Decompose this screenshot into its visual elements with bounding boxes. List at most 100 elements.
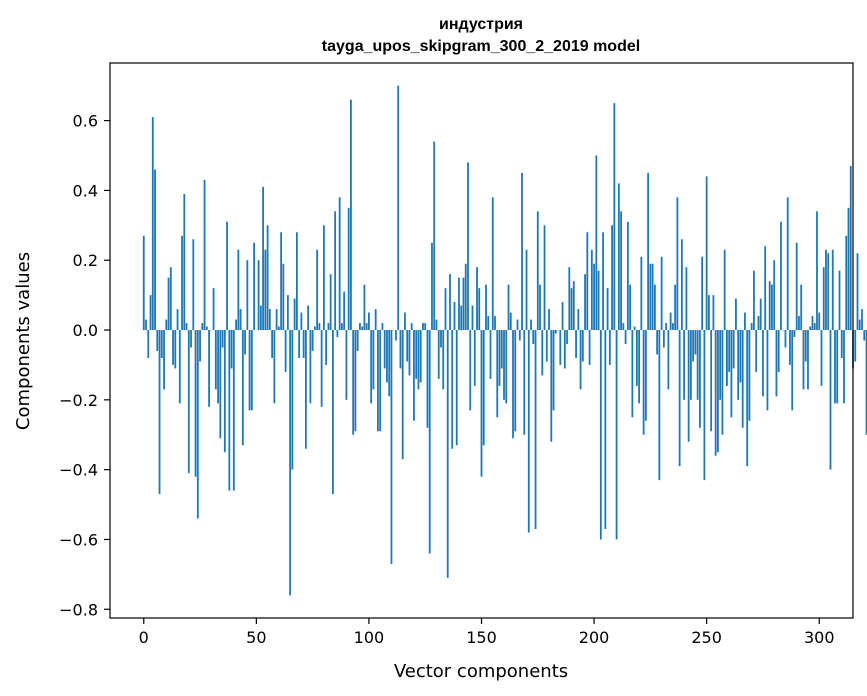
bar-14 <box>174 330 177 369</box>
bar-295 <box>807 330 809 390</box>
bar-281 <box>775 330 778 397</box>
bar-130 <box>435 319 438 331</box>
bar-138 <box>453 302 456 331</box>
y-tick-label: −0.8 <box>59 600 98 619</box>
bar-97 <box>361 326 364 331</box>
bar-224 <box>647 172 650 331</box>
bar-10 <box>165 319 168 331</box>
bar-220 <box>638 330 641 404</box>
bar-276 <box>764 246 767 331</box>
bar-303 <box>825 249 827 331</box>
bar-99 <box>365 323 368 331</box>
bar-57 <box>271 330 274 358</box>
bar-116 <box>404 312 406 331</box>
bar-247 <box>699 330 701 428</box>
bar-292 <box>800 284 803 331</box>
bar-192 <box>575 330 577 358</box>
bar-175 <box>536 211 539 331</box>
bar-107 <box>383 330 386 369</box>
bar-259 <box>726 330 728 386</box>
bar-108 <box>386 330 388 383</box>
bar-245 <box>694 330 697 355</box>
bar-1 <box>145 319 147 331</box>
bar-79 <box>320 330 323 407</box>
bar-21 <box>190 330 192 348</box>
bar-23 <box>194 330 197 477</box>
bar-165 <box>514 330 517 432</box>
bar-64 <box>286 295 289 331</box>
chart-title: индустрия <box>439 16 523 33</box>
bar-270 <box>750 323 753 331</box>
bar-162 <box>507 284 510 331</box>
bar-104 <box>377 330 379 432</box>
bar-38 <box>228 330 231 491</box>
bar-113 <box>397 85 400 331</box>
bar-275 <box>762 330 764 397</box>
bar-208 <box>611 225 613 331</box>
bar-43 <box>239 309 242 331</box>
bar-46 <box>246 260 249 331</box>
bar-269 <box>748 330 751 421</box>
bar-273 <box>757 316 760 331</box>
bar-55 <box>266 225 269 331</box>
bar-232 <box>665 323 668 331</box>
bar-265 <box>739 330 742 383</box>
bar-26 <box>201 323 204 331</box>
bar-132 <box>440 330 442 348</box>
bar-167 <box>518 330 521 341</box>
bar-211 <box>617 183 620 331</box>
x-tick-label: 0 <box>139 628 149 647</box>
bar-82 <box>327 323 330 331</box>
bar-139 <box>455 330 458 446</box>
bar-244 <box>692 330 695 362</box>
bar-115 <box>401 330 404 460</box>
bar-22 <box>192 239 195 331</box>
bar-187 <box>563 330 566 369</box>
bar-85 <box>334 211 337 331</box>
bar-135 <box>446 330 449 578</box>
bar-86 <box>336 330 339 338</box>
bar-309 <box>838 270 841 331</box>
bar-214 <box>624 330 627 344</box>
bar-126 <box>426 330 429 428</box>
bar-238 <box>678 330 681 467</box>
y-tick-label: −0.4 <box>59 461 98 480</box>
bar-39 <box>230 330 233 369</box>
bar-212 <box>620 211 622 331</box>
bar-58 <box>273 330 276 404</box>
bar-302 <box>822 267 825 331</box>
bar-312 <box>845 235 848 331</box>
bar-0 <box>142 235 145 331</box>
bar-125 <box>424 323 427 331</box>
bar-264 <box>737 330 740 400</box>
y-tick-label: 0.4 <box>73 181 98 200</box>
bar-209 <box>613 103 616 331</box>
bar-186 <box>561 302 564 331</box>
bar-203 <box>599 330 602 540</box>
bar-147 <box>473 330 476 386</box>
bar-298 <box>813 323 816 331</box>
bar-106 <box>381 323 384 331</box>
bar-149 <box>478 288 481 331</box>
chart-subtitle: tayga_upos_skipgram_300_2_2019 model <box>322 38 640 55</box>
bar-41 <box>235 319 237 331</box>
bar-16 <box>178 330 181 404</box>
bar-27 <box>203 179 206 331</box>
bar-204 <box>602 232 604 331</box>
bar-217 <box>631 330 634 418</box>
bar-112 <box>395 330 397 341</box>
bar-47 <box>248 330 251 411</box>
bar-288 <box>791 330 794 411</box>
bar-4 <box>151 117 154 331</box>
bar-28 <box>205 326 208 331</box>
bar-308 <box>836 330 839 404</box>
bar-319 <box>861 309 863 331</box>
bar-36 <box>223 330 226 453</box>
bar-182 <box>552 330 555 411</box>
bar-161 <box>505 330 508 404</box>
bar-198 <box>588 330 591 365</box>
bar-105 <box>379 330 382 432</box>
bar-29 <box>208 330 210 407</box>
bar-250 <box>705 176 708 331</box>
